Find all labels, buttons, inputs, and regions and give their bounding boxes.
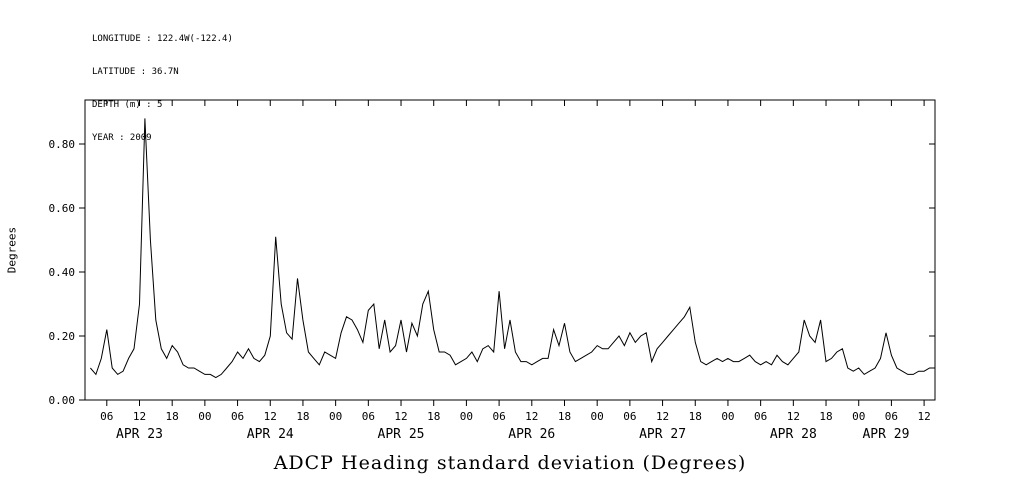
x-day-label: APR 24: [247, 427, 294, 442]
x-tick-label: 00: [329, 410, 342, 423]
x-tick-label: 12: [264, 410, 277, 423]
x-tick-label: 06: [754, 410, 767, 423]
x-tick-label: 18: [819, 410, 832, 423]
y-tick-label: 0.20: [49, 330, 76, 343]
longitude-text: LONGITUDE : 122.4W(-122.4): [92, 34, 233, 44]
x-day-label: APR 26: [508, 427, 555, 442]
x-tick-label: 06: [885, 410, 898, 423]
x-tick-label: 00: [591, 410, 604, 423]
x-day-label: APR 27: [639, 427, 686, 442]
x-tick-label: 12: [917, 410, 930, 423]
x-tick-label: 00: [721, 410, 734, 423]
latitude-text: LATITUDE : 36.7N: [92, 67, 179, 77]
metadata-block: LONGITUDE : 122.4W(-122.4) LATITUDE : 36…: [92, 12, 233, 166]
x-tick-label: 12: [787, 410, 800, 423]
x-tick-label: 12: [656, 410, 669, 423]
x-tick-label: 00: [460, 410, 473, 423]
x-tick-label: 06: [362, 410, 375, 423]
y-tick-label: 0.60: [49, 202, 76, 215]
x-tick-label: 06: [231, 410, 244, 423]
x-day-label: APR 23: [116, 427, 163, 442]
x-tick-label: 18: [689, 410, 702, 423]
x-tick-label: 06: [100, 410, 113, 423]
x-tick-label: 18: [558, 410, 571, 423]
x-day-label: APR 25: [378, 427, 425, 442]
data-line: [90, 118, 935, 379]
chart-title: ADCP Heading standard deviation (Degrees…: [273, 452, 747, 474]
x-tick-label: 12: [525, 410, 538, 423]
x-day-label: APR 29: [862, 427, 909, 442]
x-tick-label: 00: [852, 410, 865, 423]
x-tick-label: 12: [133, 410, 146, 423]
x-tick-label: 06: [623, 410, 636, 423]
x-tick-label: 12: [394, 410, 407, 423]
y-tick-label: 0.00: [49, 394, 76, 407]
x-day-label: APR 28: [770, 427, 817, 442]
depth-text: DEPTH (m) : 5: [92, 100, 163, 110]
y-tick-label: 0.80: [49, 138, 76, 151]
year-text: YEAR : 2009: [92, 133, 152, 143]
x-tick-label: 18: [296, 410, 309, 423]
y-tick-label: 0.40: [49, 266, 76, 279]
plot-frame: [84, 99, 936, 401]
x-tick-label: 06: [492, 410, 505, 423]
x-tick-label: 18: [166, 410, 179, 423]
x-tick-label: 18: [427, 410, 440, 423]
x-tick-label: 00: [198, 410, 211, 423]
